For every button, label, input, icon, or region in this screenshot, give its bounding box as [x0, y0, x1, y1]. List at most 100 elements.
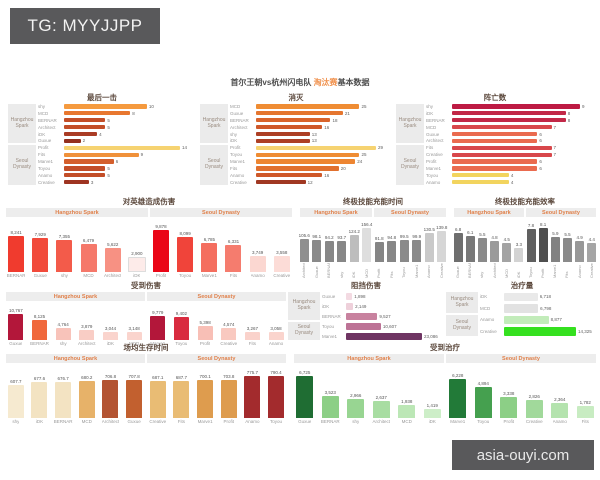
bar-column: 3,338 Profit: [497, 391, 521, 424]
player-name: Marve1: [201, 273, 217, 278]
player-name: Creative: [230, 179, 247, 185]
bar: [437, 231, 447, 262]
bar-column: 99.9 Marve1: [412, 234, 423, 278]
bar-value: 6,798: [540, 305, 552, 311]
bar-value: 3,267: [246, 325, 259, 331]
bar: [587, 243, 597, 262]
chart-title: 消灭: [288, 93, 304, 102]
bar: [500, 396, 518, 418]
bar-column: 3,523 BERNAR: [319, 390, 343, 425]
chart-body: Hangzhou Spark Seoul Dynasty 6.8 Guxue 6.1 BE…: [452, 208, 598, 278]
bar-row: BERNAR 8: [426, 117, 594, 124]
player-name: Guxue: [38, 138, 52, 144]
player-name: Toyou: [38, 165, 51, 171]
bar-column: 4.9 Anamo: [575, 235, 585, 278]
bar-column: 6,785 Marve1: [198, 237, 220, 278]
team-group: Hangzhou Spark iDK 6,718 MCD 6,798: [446, 291, 598, 314]
bar: [576, 406, 594, 418]
bar-column: 6,479 MCD: [77, 238, 99, 278]
player-name: Profit: [38, 145, 49, 151]
bar: [56, 240, 73, 272]
bar-column: 3.3 iDK: [514, 242, 524, 278]
team-label: Seoul Dynasty: [446, 354, 596, 363]
bar: [346, 292, 353, 300]
bar-column: 4,574 Creative: [218, 322, 240, 346]
bar-value: 7,355: [58, 234, 71, 240]
bar: [399, 239, 409, 262]
bar-value: 5,622: [107, 241, 119, 247]
bar: [197, 380, 214, 418]
team-label: Seoul Dynasty: [288, 322, 320, 340]
bar-column: 707.8 Guxue: [123, 374, 145, 424]
bar: [8, 313, 24, 340]
team-label: Hangzhou Spark: [8, 104, 36, 144]
player-name: Toyou: [230, 152, 243, 158]
group-header: Hangzhou Spark Seoul Dynasty: [300, 208, 446, 217]
bar-row: Anamo 5: [38, 172, 196, 179]
player-name: iDK: [516, 271, 521, 278]
bar: [465, 235, 475, 262]
bar: [221, 328, 237, 340]
bar: [474, 386, 492, 418]
bar-value: 5: [107, 117, 110, 123]
bar-value: 14,325: [578, 328, 592, 334]
group-header: Hangzhou Spark Seoul Dynasty: [6, 208, 292, 217]
bar-value: 10: [148, 103, 154, 109]
bar-value: 13: [311, 131, 317, 137]
player-name: Guxue: [298, 419, 312, 424]
team-label: Seoul Dynasty: [8, 145, 36, 185]
team-label: Seoul Dynasty: [446, 315, 478, 336]
bar-column: 775.7 Anamo: [242, 370, 264, 424]
title-prefix: 首尔王朝vs杭州闪电队: [230, 78, 314, 87]
bar: [64, 159, 114, 164]
bar: [173, 380, 190, 418]
bar: [412, 239, 422, 262]
player-name: Fits: [581, 419, 589, 424]
bar-column: 677.6 iDK: [29, 376, 51, 424]
bar-value: 3,879: [81, 324, 93, 330]
bar-value: 687.7: [175, 374, 188, 380]
player-name: Marve1: [426, 165, 442, 171]
team-label: Hangzhou Spark: [6, 208, 148, 217]
bar-column: 8.1 Profit: [538, 222, 548, 278]
bar-value: 21: [344, 110, 350, 116]
bar-column: 7.8 Toyou: [526, 223, 536, 278]
bar: [504, 327, 576, 336]
bar-row: Profit 29: [230, 144, 392, 151]
bar-column: 130.5 Anamo: [424, 227, 435, 278]
bar-value: 6,718: [539, 294, 552, 300]
bar: [268, 375, 285, 418]
bar: [372, 401, 390, 418]
bar-column: 8,125 BERNAR: [29, 314, 51, 346]
bar-row: MCD 6,798: [480, 303, 598, 315]
bar-value: 4,574: [223, 322, 235, 328]
bar: [8, 236, 25, 272]
player-name: BERNAR: [322, 313, 341, 319]
player-name: shy: [12, 419, 20, 424]
bar-column: 8,241 BERNAR: [5, 230, 27, 278]
bar-value: 25: [361, 152, 367, 158]
chart-body: Hangzhou Spark shy 9 iDK 8 BERNAR 8 MCD 7 Guxue 6 A…: [396, 103, 594, 186]
chart-body: Hangzhou Spark Seoul Dynasty 10,767 Guxue 8,…: [4, 292, 288, 346]
player-name: iDK: [35, 419, 44, 424]
bar-column: 94.2 BERNAR: [324, 235, 335, 278]
bar-column: 4.4 Creative: [587, 237, 597, 278]
bar: [32, 237, 49, 272]
bar-row: Anamo 8,877: [480, 314, 598, 326]
bar-row: Toyou 25: [230, 151, 392, 158]
bar: [514, 247, 524, 262]
bar: [149, 381, 166, 418]
bar-value: 607.7: [10, 379, 22, 385]
bar-value: 2,364: [554, 396, 566, 402]
player-name: Marve1: [197, 419, 213, 424]
bar-area: 6,725 Guxue 3,523 BERNAR 2,966 shy 2,637 Archit…: [292, 365, 598, 424]
player-name: Profit: [223, 419, 234, 424]
bar-column: 706.8 Architect: [100, 374, 122, 424]
bar-value: 6: [539, 138, 542, 144]
team-group: Hangzhou Spark shy 10 MCD 8 BERNAR 5 Architect 5…: [8, 103, 196, 144]
bar-column: 1,419 iDK: [421, 403, 445, 424]
player-name: MCD: [364, 268, 369, 278]
player-name: Creative: [220, 341, 238, 346]
player-name: BERNAR: [230, 117, 249, 123]
